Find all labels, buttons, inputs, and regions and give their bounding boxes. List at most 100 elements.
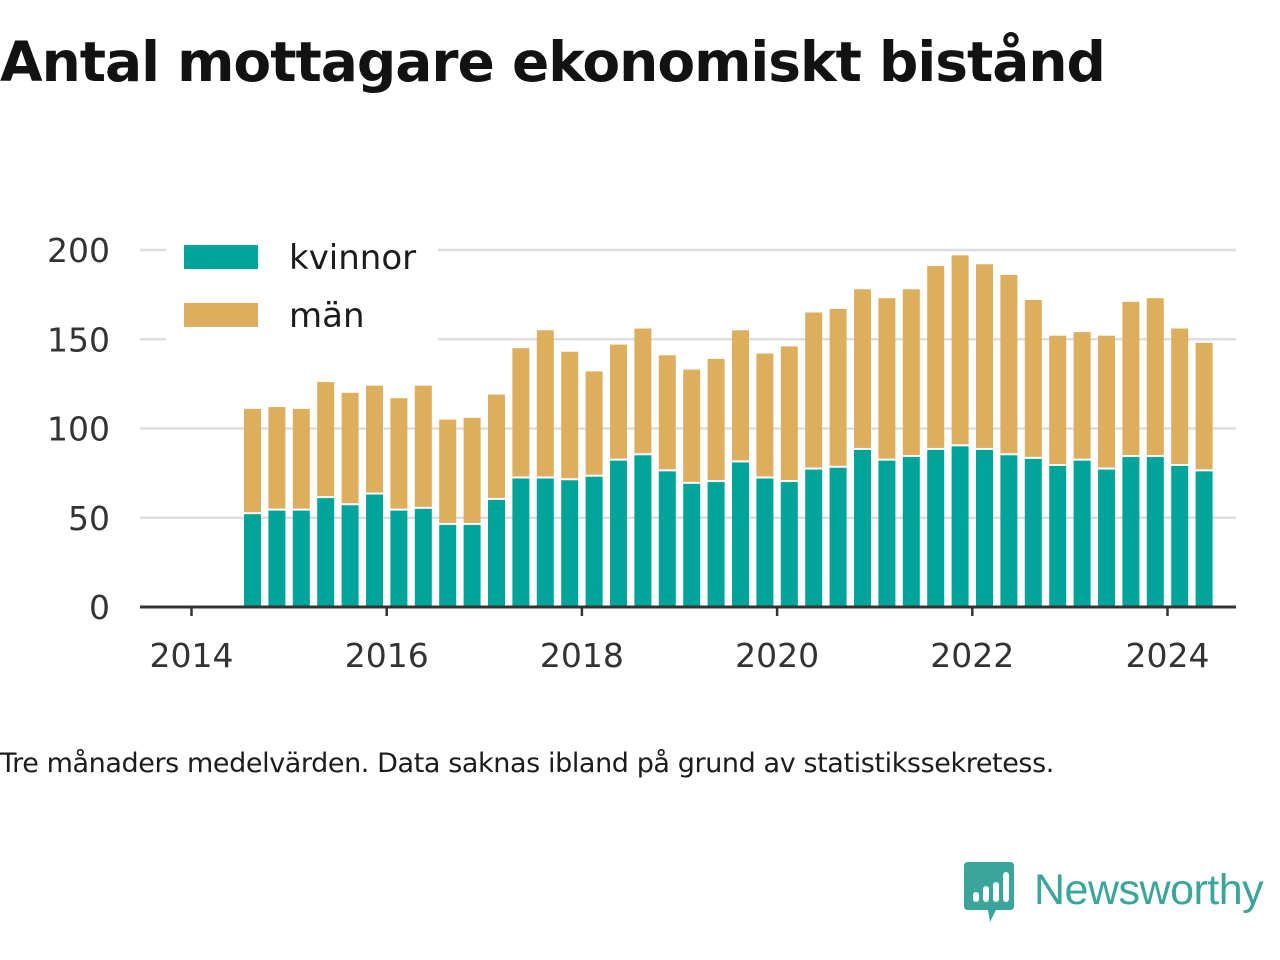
bar-kvinnor-2014-Q3 (268, 510, 286, 607)
bar-kvinnor-2018-Q2 (634, 455, 652, 607)
bar-kvinnor-2021-Q1 (902, 457, 920, 607)
bar-kvinnor-2014-Q4 (292, 510, 310, 607)
bar-man-2016-Q4 (488, 394, 505, 498)
bar-kvinnor-2023-Q1 (1098, 469, 1115, 607)
bar-kvinnor-2016-Q4 (488, 499, 505, 607)
y-tick-label: 200 (47, 231, 110, 270)
bar-man-2023-Q2 (1122, 301, 1140, 456)
bar-kvinnor-2024-Q1 (1195, 471, 1213, 607)
bar-kvinnor-2017-Q3 (561, 480, 579, 607)
x-tick-label: 2018 (540, 636, 624, 675)
bar-kvinnor-2017-Q4 (585, 476, 603, 607)
legend-label-0: kvinnor (289, 238, 416, 278)
bar-man-2023-Q3 (1146, 298, 1164, 456)
legend-swatch-0 (184, 245, 258, 269)
bar-man-2014-Q3 (268, 407, 286, 509)
bar-kvinnor-2018-Q1 (610, 460, 627, 607)
bars (244, 255, 1213, 607)
y-tick-label: 150 (47, 320, 110, 359)
bar-man-2017-Q3 (561, 351, 579, 479)
legend-swatch-1 (184, 303, 258, 327)
bar-man-2015-Q1 (317, 382, 335, 497)
bar-man-2018-Q4 (683, 369, 701, 482)
bar-man-2019-Q3 (756, 353, 774, 477)
bar-kvinnor-2020-Q4 (878, 460, 896, 607)
brand-name: Newsworthy (1034, 866, 1264, 914)
bar-man-2018-Q2 (634, 328, 652, 454)
bar-man-2021-Q3 (951, 255, 969, 445)
x-tick-label: 2020 (735, 636, 819, 675)
bar-kvinnor-2023-Q2 (1122, 457, 1140, 607)
bar-kvinnor-2015-Q4 (390, 510, 408, 607)
bar-man-2022-Q3 (1049, 335, 1067, 464)
bar-kvinnor-2019-Q2 (732, 462, 749, 607)
bar-man-2015-Q4 (390, 398, 408, 509)
bar-kvinnor-2014-Q2 (244, 514, 261, 607)
bar-kvinnor-2019-Q4 (780, 482, 798, 607)
bar-man-2017-Q2 (536, 330, 554, 477)
bar-man-2023-Q1 (1098, 335, 1115, 468)
y-tick-label: 100 (47, 410, 110, 449)
bar-man-2020-Q3 (854, 289, 871, 448)
x-tick-label: 2024 (1126, 636, 1210, 675)
bar-man-2020-Q4 (878, 298, 896, 459)
bar-kvinnor-2015-Q3 (366, 494, 383, 607)
bar-kvinnor-2018-Q3 (658, 471, 676, 607)
stacked-bar-chart: 0 50 100 150 200 2014 2016 2018 2020 2022 2024 kvi… (47, 231, 1236, 675)
bar-man-2021-Q2 (927, 266, 945, 448)
bar-kvinnor-2022-Q3 (1049, 465, 1067, 607)
bar-kvinnor-2018-Q4 (683, 483, 701, 607)
bar-man-2022-Q2 (1024, 299, 1042, 457)
bar-man-2015-Q2 (341, 392, 359, 504)
bar-kvinnor-2021-Q4 (976, 449, 993, 607)
bar-man-2019-Q1 (707, 358, 725, 481)
bar-man-2023-Q4 (1171, 328, 1189, 464)
bar-kvinnor-2017-Q1 (512, 478, 530, 607)
bar-man-2020-Q1 (805, 312, 823, 468)
bar-man-2021-Q4 (976, 264, 993, 448)
bar-kvinnor-2022-Q2 (1024, 458, 1042, 607)
bar-kvinnor-2023-Q3 (1146, 457, 1164, 607)
bar-kvinnor-2015-Q2 (341, 505, 359, 607)
bar-man-2016-Q1 (414, 385, 432, 507)
bar-man-2016-Q3 (463, 417, 481, 523)
bar-man-2016-Q2 (439, 419, 457, 523)
bar-kvinnor-2021-Q2 (927, 449, 945, 607)
bar-kvinnor-2020-Q3 (854, 449, 871, 607)
bar-man-2018-Q1 (610, 344, 627, 459)
bar-man-2017-Q4 (585, 371, 603, 475)
bar-kvinnor-2023-Q4 (1171, 465, 1189, 607)
x-tick-label: 2014 (150, 636, 234, 675)
bar-kvinnor-2016-Q1 (414, 508, 432, 607)
bar-kvinnor-2019-Q3 (756, 478, 774, 607)
bar-man-2019-Q2 (732, 330, 749, 461)
brand-logo: Newsworthy (964, 862, 1264, 926)
y-tick-label: 0 (89, 588, 110, 627)
bar-man-2018-Q3 (658, 355, 676, 470)
bar-man-2014-Q4 (292, 408, 310, 509)
chart-title: Antal mottagare ekonomiskt bistånd (0, 30, 1106, 94)
bar-man-2021-Q1 (902, 289, 920, 456)
newsworthy-logo-icon (964, 862, 1014, 922)
bar-man-2020-Q2 (829, 308, 847, 466)
axes: 0 50 100 150 200 2014 2016 2018 2020 2022 2024 (47, 231, 1236, 675)
bar-man-2015-Q3 (366, 385, 383, 493)
bar-kvinnor-2017-Q2 (536, 478, 554, 607)
bar-kvinnor-2015-Q1 (317, 498, 335, 607)
x-tick-label: 2022 (930, 636, 1014, 675)
bar-man-2022-Q1 (1000, 274, 1018, 454)
bar-man-2024-Q1 (1195, 342, 1213, 470)
bar-man-2017-Q1 (512, 348, 530, 477)
bar-man-2019-Q4 (780, 346, 798, 481)
x-tick-label: 2016 (345, 636, 429, 675)
bar-man-2014-Q2 (244, 408, 261, 513)
bar-kvinnor-2020-Q2 (829, 467, 847, 607)
bar-kvinnor-2021-Q3 (951, 446, 969, 607)
bar-kvinnor-2022-Q4 (1073, 460, 1091, 607)
bar-kvinnor-2022-Q1 (1000, 455, 1018, 607)
bar-kvinnor-2019-Q1 (707, 482, 725, 607)
bar-kvinnor-2016-Q2 (439, 524, 457, 607)
legend-label-1: män (289, 296, 365, 336)
y-tick-label: 50 (68, 499, 110, 538)
chart-note: Tre månaders medelvärden. Data saknas ib… (0, 748, 1054, 779)
